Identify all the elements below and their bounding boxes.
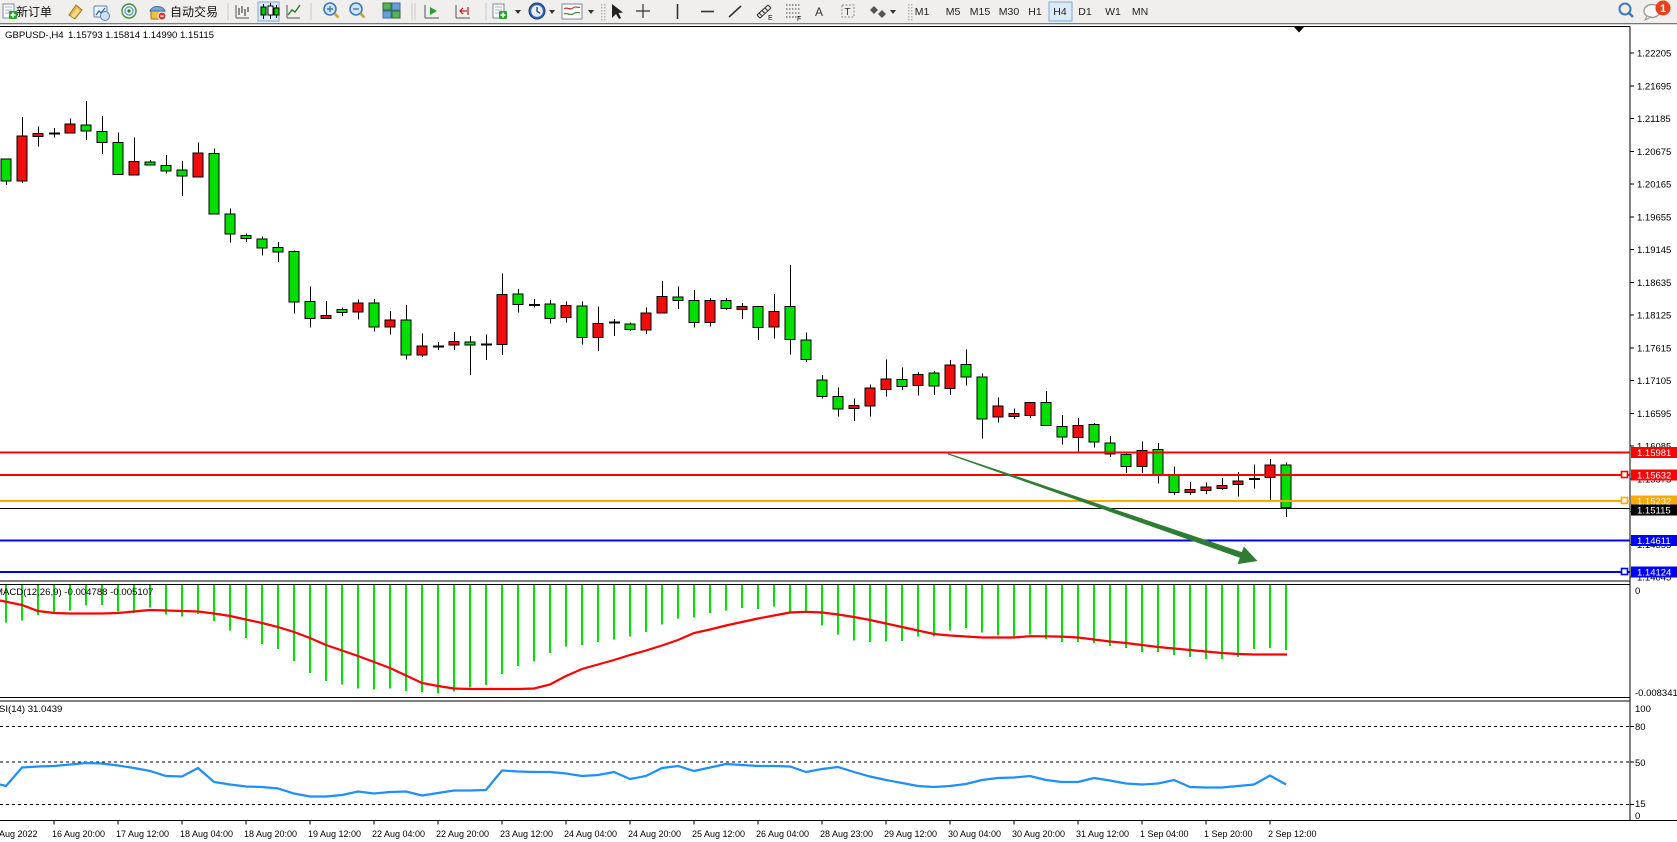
svg-text:80: 80	[1635, 722, 1646, 733]
svg-text:1.19145: 1.19145	[1637, 245, 1671, 256]
svg-text:0: 0	[1635, 586, 1640, 597]
svg-text:1.14611: 1.14611	[1637, 536, 1671, 547]
svg-text:24 Aug 04:00: 24 Aug 04:00	[564, 829, 617, 839]
svg-text:M30: M30	[999, 6, 1020, 18]
svg-text:30 Aug 04:00: 30 Aug 04:00	[948, 829, 1001, 839]
svg-text:新订单: 新订单	[16, 4, 52, 19]
svg-text:1 Sep 20:00: 1 Sep 20:00	[1204, 829, 1253, 839]
svg-text:15 Aug 2022: 15 Aug 2022	[0, 829, 38, 839]
svg-text:1.20165: 1.20165	[1637, 180, 1671, 191]
svg-text:1.15115: 1.15115	[1637, 506, 1671, 517]
svg-text:31 Aug 12:00: 31 Aug 12:00	[1076, 829, 1129, 839]
svg-text:2 Sep 12:00: 2 Sep 12:00	[1268, 829, 1317, 839]
svg-text:1.21185: 1.21185	[1637, 114, 1671, 125]
svg-text:17 Aug 12:00: 17 Aug 12:00	[116, 829, 169, 839]
svg-text:E: E	[768, 15, 773, 22]
svg-text:D1: D1	[1078, 6, 1092, 18]
svg-text:MN: MN	[1132, 6, 1148, 18]
svg-text:1.17105: 1.17105	[1637, 376, 1671, 387]
svg-text:自动交易: 自动交易	[170, 4, 218, 19]
svg-text:1.21695: 1.21695	[1637, 81, 1671, 92]
svg-text:1.17615: 1.17615	[1637, 343, 1671, 354]
svg-text:28 Aug 23:00: 28 Aug 23:00	[820, 829, 873, 839]
svg-text:1.18125: 1.18125	[1637, 311, 1671, 322]
svg-text:30 Aug 20:00: 30 Aug 20:00	[1012, 829, 1065, 839]
svg-text:22 Aug 20:00: 22 Aug 20:00	[436, 829, 489, 839]
svg-text:23 Aug 12:00: 23 Aug 12:00	[500, 829, 553, 839]
svg-text:F: F	[797, 16, 801, 23]
svg-text:1.14124: 1.14124	[1637, 568, 1671, 579]
svg-text:W1: W1	[1105, 6, 1121, 18]
svg-text:1 Sep 04:00: 1 Sep 04:00	[1140, 829, 1189, 839]
svg-text:GBPUSD-,H4: GBPUSD-,H4	[5, 30, 64, 41]
svg-text:M5: M5	[946, 6, 961, 18]
svg-text:25 Aug 12:00: 25 Aug 12:00	[692, 829, 745, 839]
svg-text:1.15793 1.15814 1.14990 1.1511: 1.15793 1.15814 1.14990 1.15115	[68, 30, 214, 41]
svg-text:0: 0	[1635, 811, 1640, 822]
svg-text:1.22205: 1.22205	[1637, 49, 1671, 60]
svg-text:1.14045: 1.14045	[1637, 573, 1671, 584]
svg-text:26 Aug 04:00: 26 Aug 04:00	[756, 829, 809, 839]
svg-text:T: T	[845, 7, 851, 18]
svg-text:1.15632: 1.15632	[1637, 471, 1671, 482]
svg-text:22 Aug 04:00: 22 Aug 04:00	[372, 829, 425, 839]
svg-text:19 Aug 12:00: 19 Aug 12:00	[308, 829, 361, 839]
svg-text:100: 100	[1635, 704, 1651, 715]
svg-text:H4: H4	[1053, 6, 1067, 18]
svg-text:M15: M15	[970, 6, 991, 18]
svg-text:-0.008341: -0.008341	[1635, 688, 1677, 699]
svg-text:15: 15	[1635, 799, 1646, 810]
svg-text:1.16595: 1.16595	[1637, 409, 1671, 420]
svg-text:18 Aug 04:00: 18 Aug 04:00	[180, 829, 233, 839]
svg-text:1: 1	[1660, 3, 1666, 15]
svg-text:1.19655: 1.19655	[1637, 212, 1671, 223]
svg-text:RSI(14) 31.0439: RSI(14) 31.0439	[0, 704, 62, 715]
svg-text:1.20675: 1.20675	[1637, 147, 1671, 158]
svg-text:1.15232: 1.15232	[1637, 497, 1671, 508]
svg-text:M1: M1	[915, 6, 930, 18]
svg-text:18 Aug 20:00: 18 Aug 20:00	[244, 829, 297, 839]
svg-text:A: A	[815, 5, 823, 19]
svg-text:16 Aug 20:00: 16 Aug 20:00	[52, 829, 105, 839]
svg-text:MACD(12,26,9) -0.004788 -0.005: MACD(12,26,9) -0.004788 -0.005107	[0, 587, 153, 598]
svg-text:H1: H1	[1028, 6, 1042, 18]
svg-text:50: 50	[1635, 758, 1646, 769]
svg-text:1.15981: 1.15981	[1637, 448, 1671, 459]
svg-text:29 Aug 12:00: 29 Aug 12:00	[884, 829, 937, 839]
svg-text:24 Aug 20:00: 24 Aug 20:00	[628, 829, 681, 839]
svg-text:1.18635: 1.18635	[1637, 278, 1671, 289]
